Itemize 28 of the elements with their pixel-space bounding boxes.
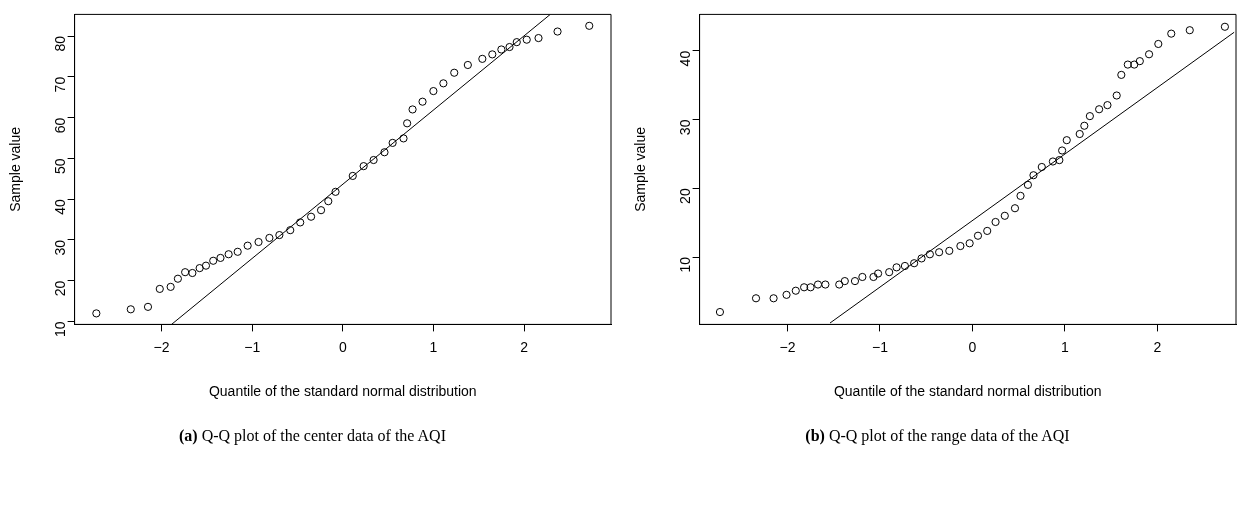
y-tick-label: 10 — [52, 321, 69, 338]
text: (b) Q-Q plot of the range data of the AQI — [804, 427, 1071, 445]
y-tick-label: 20 — [52, 280, 69, 297]
y-tick-label: 70 — [52, 76, 69, 93]
y-tick-label: 30 — [677, 119, 694, 136]
y-tick-label: 10 — [677, 256, 694, 273]
y-tick-label: 20 — [677, 188, 694, 204]
y-axis-title: Sample value — [632, 126, 649, 212]
x-tick-label: −2 — [153, 338, 170, 355]
x-tick-label: 1 — [429, 338, 438, 355]
x-axis-title: Quantile of the standard normal distribution — [833, 383, 1102, 400]
x-tick-label: 0 — [338, 338, 347, 355]
x-tick-label: 0 — [968, 338, 977, 355]
y-axis-title: Sample value — [7, 126, 24, 212]
y-tick-label: 40 — [677, 50, 694, 67]
y-tick-label: 40 — [52, 198, 69, 215]
x-tick-label: 2 — [1153, 338, 1162, 355]
text: (a) Q-Q plot of the center data of the AQI — [178, 427, 447, 445]
x-tick-label: −1 — [871, 338, 889, 355]
y-tick-label: 50 — [52, 158, 69, 174]
y-tick-label: 80 — [52, 35, 69, 52]
x-tick-label: 1 — [1061, 338, 1070, 355]
x-axis-title: Quantile of the standard normal distribution — [208, 383, 477, 400]
x-tick-label: 2 — [520, 338, 529, 355]
x-tick-label: −1 — [244, 338, 261, 355]
x-tick-label: −2 — [779, 338, 796, 355]
y-tick-label: 30 — [52, 239, 69, 256]
y-tick-label: 60 — [52, 117, 69, 134]
